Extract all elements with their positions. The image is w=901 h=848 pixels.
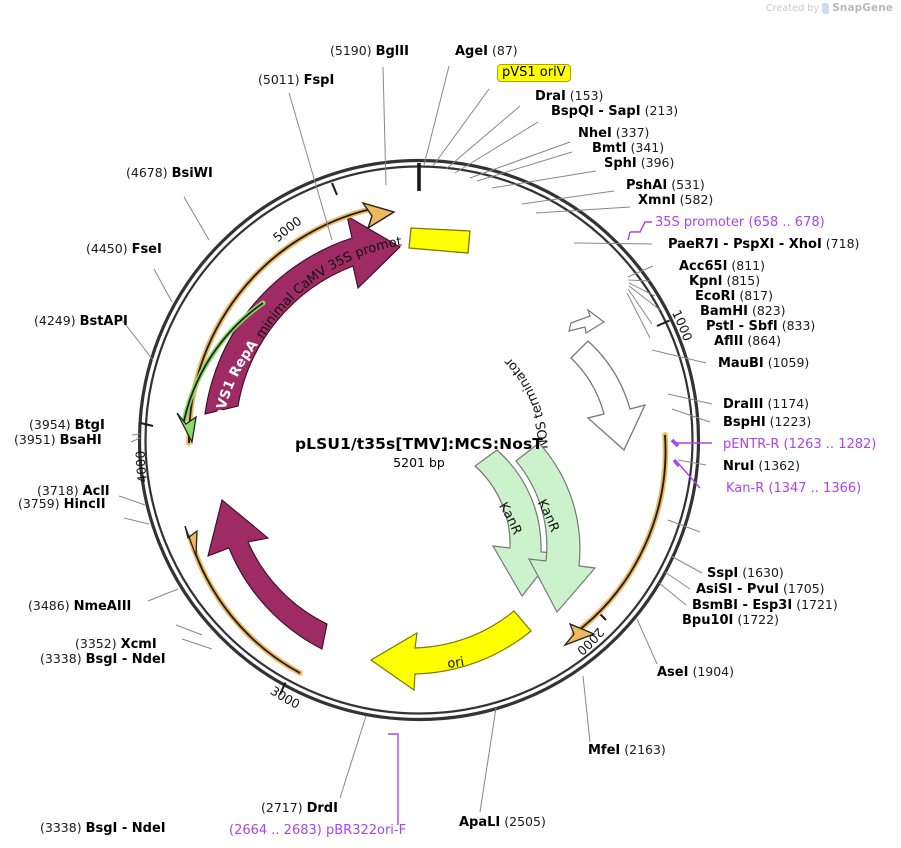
tick-5000 xyxy=(331,182,338,196)
promoter-direction-arrow-icon xyxy=(568,308,606,334)
enzyme-label-bstapi: (4249) BstAPI xyxy=(34,313,128,329)
enzyme-label-sphi: SphI (396) xyxy=(604,155,675,171)
enzyme-label-maubi: MauBI (1059) xyxy=(718,355,810,371)
svg-text:ori: ori xyxy=(447,655,466,672)
enzyme-label-bamhi: BamHI (823) xyxy=(700,303,786,319)
enzyme-label-bsmbi-esp3i: BsmBI - Esp3I (1721) xyxy=(692,597,838,613)
enzyme-label-acli: (3718) AclI xyxy=(37,483,110,499)
enzyme-label-nhei: NheI (337) xyxy=(578,125,650,141)
primer-tick-pentr-r xyxy=(670,438,680,448)
primer-ticks xyxy=(670,438,681,468)
enzyme-label-asei: AseI (1904) xyxy=(657,664,735,680)
enzyme-label-drai: DraI (153) xyxy=(535,88,604,104)
enzyme-label-mfei: MfeI (2163) xyxy=(588,742,666,758)
plasmid-title-block: pLSU1/t35s[TMV]:MCS:NosT 5201 bp xyxy=(219,435,619,470)
enzyme-label-xcmi: (3352) XcmI xyxy=(75,636,157,652)
snapgene-watermark: Created by SnapGene xyxy=(766,2,893,14)
enzyme-label-sspi: SspI (1630) xyxy=(707,565,784,581)
feature-nos-terminator: NOS terminator xyxy=(501,340,647,452)
feature-label-pvs1-oriv[interactable]: pVS1 oriV xyxy=(497,64,571,82)
primer-tick-kan-r xyxy=(672,458,681,468)
enzyme-label-aflii: AflII (864) xyxy=(714,333,781,349)
primer-label-pbr322ori-f: (2664 .. 2683) pBR322ori-F xyxy=(229,823,407,838)
feature-kanr-2: KanR xyxy=(515,442,597,614)
plasmid-size: 5201 bp xyxy=(393,455,445,470)
primer-label-pentr-r: pENTR-R (1263 .. 1282) xyxy=(723,437,877,452)
enzyme-label-nrui: NruI (1362) xyxy=(723,458,800,474)
enzyme-label-nmeaiii: (3486) NmeAIII xyxy=(28,598,132,614)
leader-lines xyxy=(118,65,713,825)
enzyme-label-kpni: KpnI (815) xyxy=(689,273,761,289)
enzyme-label-draiii: DraIII (1174) xyxy=(723,396,810,412)
enzyme-label-paer7i-pspxi-xhoi: PaeR7I - PspXI - XhoI (718) xyxy=(668,236,860,252)
tick-4000 xyxy=(140,422,154,427)
watermark-created-by: Created by xyxy=(765,2,820,14)
snapgene-logo-icon xyxy=(822,2,830,14)
enzyme-label-ecori: EcoRI (817) xyxy=(695,288,773,304)
tick-3000 xyxy=(279,682,287,695)
enzyme-label-fspi: (5011) FspI xyxy=(258,72,335,88)
enzyme-label-bglii: (5190) BglII xyxy=(330,43,409,59)
feature-pvs1-staa: pVS1 StaA xyxy=(207,499,328,671)
feature-staa-orange-arrow xyxy=(184,525,303,676)
enzyme-label-psti-sbfi: PstI - SbfI (833) xyxy=(706,318,816,334)
enzyme-label-drdi: (2717) DrdI xyxy=(261,800,338,816)
enzyme-label-agei: AgeI (87) xyxy=(455,43,518,59)
enzyme-label-fsei: (4450) FseI xyxy=(86,241,162,257)
enzyme-label-bspqi-sapi: BspQI - SapI (213) xyxy=(551,103,679,119)
enzyme-label-asisi-pvui: AsiSI - PvuI (1705) xyxy=(696,581,825,597)
enzyme-label-bsiwi: (4678) BsiWI xyxy=(126,165,213,181)
feature-repa-inner-green-arrow xyxy=(176,300,266,445)
tick-1000 xyxy=(656,319,670,327)
enzyme-label-btgi: (3954) BtgI xyxy=(29,417,105,433)
enzyme-label-pshai: PshAI (531) xyxy=(626,177,705,193)
feature-ori: ori xyxy=(369,610,532,692)
enzyme-label-bsgi-ndei-2: (3338) BsgI - NdeI xyxy=(40,651,166,667)
primer-label-kan-r: Kan-R (1347 .. 1366) xyxy=(726,481,862,496)
feature-kanr-orange-arrow xyxy=(562,432,669,647)
enzyme-label-apali: ApaLI (2505) xyxy=(459,814,546,830)
plasmid-name: pLSU1/t35s[TMV]:MCS:NosT xyxy=(294,435,543,453)
svg-text:4000: 4000 xyxy=(133,450,150,483)
enzyme-label-hincii: (3759) HincII xyxy=(18,496,106,512)
watermark-brand: SnapGene xyxy=(832,2,893,14)
svg-text:3000: 3000 xyxy=(268,683,303,712)
primer-label-35s-promoter: 35S promoter (658 .. 678) xyxy=(655,215,825,230)
enzyme-label-acc65i: Acc65I (811) xyxy=(679,258,766,274)
enzyme-label-bsphi: BspHI (1223) xyxy=(723,414,812,430)
ruler-ticks xyxy=(140,163,670,695)
enzyme-label-bsgi-ndei: (3338) BsgI - NdeI xyxy=(40,820,166,836)
enzyme-label-bmti: BmtI (341) xyxy=(592,140,665,156)
enzyme-label-bsahi: (3951) BsaHI xyxy=(14,432,102,448)
enzyme-label-xmni: XmnI (582) xyxy=(638,192,714,208)
enzyme-label-bpu10i: Bpu10I (1722) xyxy=(682,612,779,628)
